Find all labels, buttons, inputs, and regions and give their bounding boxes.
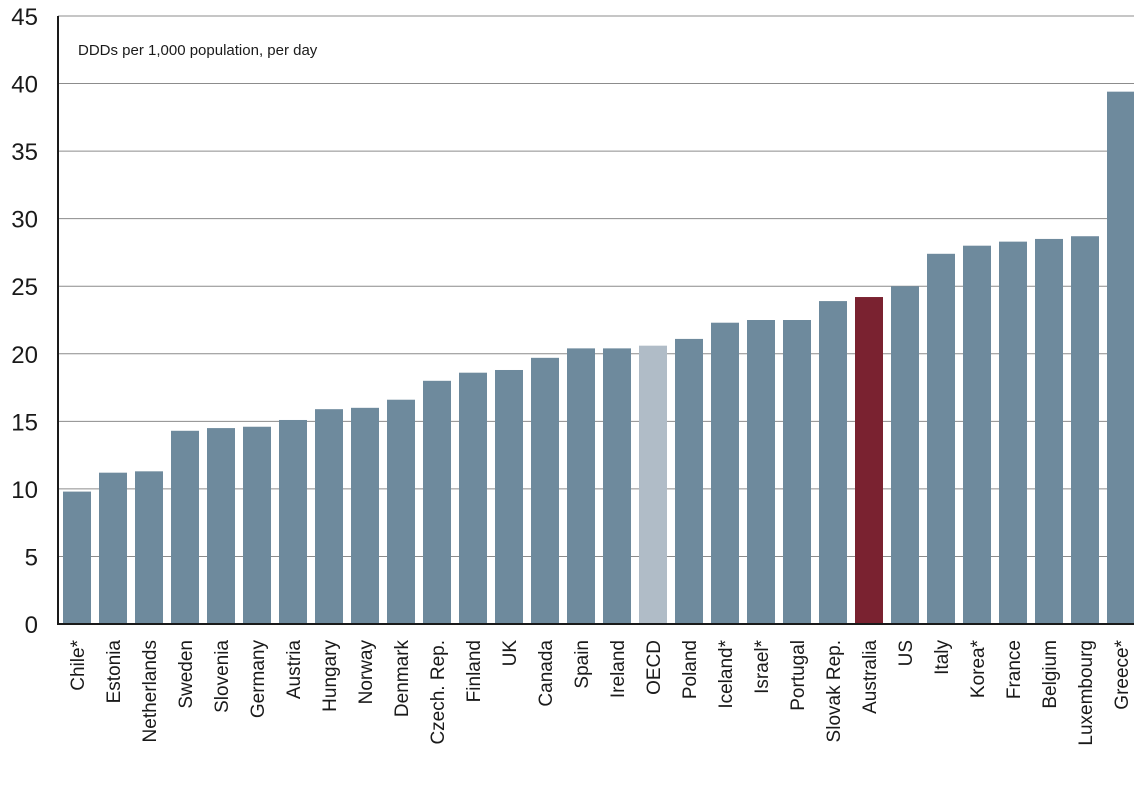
x-tick-label: UK	[500, 640, 521, 667]
bar-netherlands	[135, 471, 163, 624]
x-tick-label: Slovak Rep.	[824, 640, 845, 742]
bar-germany	[243, 426, 271, 624]
bar-slovak-rep	[819, 301, 847, 624]
bar-italy	[927, 253, 955, 624]
x-tick-label: Portugal	[788, 640, 809, 711]
bar-portugal	[783, 320, 811, 624]
y-tick-label: 35	[11, 139, 38, 166]
x-tick-label: Slovenia	[212, 640, 233, 713]
x-tick-label: Ireland	[608, 640, 629, 698]
x-tick-label: Australia	[860, 640, 881, 714]
x-tick-label: Luxembourg	[1076, 640, 1097, 746]
bars	[63, 91, 1134, 624]
axes	[57, 16, 1134, 625]
y-tick-labels: 0 5 10 15 20 25 30 35 40 45	[11, 4, 38, 639]
x-tick-label: Italy	[932, 640, 953, 675]
y-tick-label: 25	[11, 274, 38, 301]
bar-iceland	[711, 322, 739, 624]
x-tick-label: Korea*	[968, 639, 989, 698]
bar-czech-rep	[423, 380, 451, 624]
bar-sweden	[171, 430, 199, 624]
x-tick-label: Chile*	[68, 639, 89, 690]
bar-norway	[351, 407, 379, 624]
x-tick-label: OECD	[644, 640, 665, 695]
bar-spain	[567, 348, 595, 624]
bar-greece	[1107, 91, 1134, 624]
bar-korea	[963, 245, 991, 624]
bar-oecd	[639, 345, 667, 624]
bar-chile	[63, 491, 91, 624]
bar-canada	[531, 357, 559, 624]
bar-austria	[279, 419, 307, 624]
x-tick-label: Denmark	[392, 640, 413, 718]
bar-slovenia	[207, 428, 235, 624]
x-tick-label: Canada	[536, 640, 557, 707]
x-tick-label: US	[896, 640, 917, 666]
bar-us	[891, 286, 919, 624]
y-tick-label: 0	[25, 612, 38, 639]
x-tick-label: Sweden	[176, 640, 197, 709]
gridlines	[58, 15, 1134, 557]
chart-subtitle: DDDs per 1,000 population, per day	[78, 42, 318, 59]
x-tick-label: Germany	[248, 640, 269, 719]
bar-france	[999, 241, 1027, 624]
x-tick-label: Belgium	[1040, 640, 1061, 709]
bar-luxembourg	[1071, 236, 1099, 624]
bar-finland	[459, 372, 487, 624]
y-tick-label: 5	[25, 544, 38, 571]
x-tick-label: Hungary	[320, 640, 341, 712]
bar-hungary	[315, 409, 343, 624]
bar-belgium	[1035, 238, 1063, 624]
x-tick-label: Spain	[572, 640, 593, 689]
x-tick-label: Finland	[464, 640, 485, 702]
y-tick-label: 15	[11, 409, 38, 436]
y-tick-label: 45	[11, 4, 38, 31]
x-tick-label: France	[1004, 640, 1025, 699]
bar-denmark	[387, 399, 415, 624]
x-tick-label: Norway	[356, 640, 377, 705]
y-tick-label: 20	[11, 342, 38, 369]
x-tick-label: Czech. Rep.	[428, 640, 449, 745]
bar-uk	[495, 369, 523, 624]
bar-israel	[747, 320, 775, 624]
y-tick-label: 10	[11, 477, 38, 504]
bar-poland	[675, 338, 703, 624]
x-tick-label: Netherlands	[140, 640, 161, 742]
x-tick-label: Israel*	[752, 639, 773, 693]
y-tick-label: 40	[11, 72, 38, 99]
x-tick-label: Iceland*	[716, 639, 737, 708]
y-tick-label: 30	[11, 207, 38, 234]
x-tick-label: Austria	[284, 640, 305, 700]
x-tick-labels: Chile* Estonia Netherlands Sweden Slovenia Ge…	[68, 639, 1133, 745]
bar-australia	[855, 297, 883, 624]
x-tick-label: Greece*	[1112, 639, 1133, 709]
x-tick-label: Estonia	[104, 640, 125, 704]
bar-ireland	[603, 348, 631, 624]
x-tick-label: Poland	[680, 640, 701, 699]
bar-estonia	[99, 472, 127, 624]
